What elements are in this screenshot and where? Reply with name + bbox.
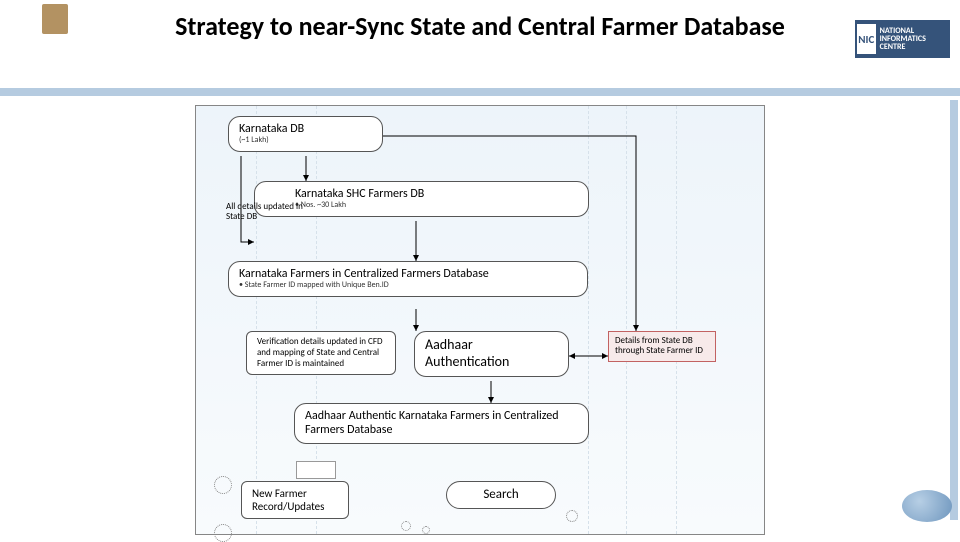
oval-accent-icon	[902, 490, 952, 522]
node-title: New Farmer Record/Updates	[252, 487, 324, 513]
node-title: Karnataka DB	[239, 122, 372, 136]
decor-spark-icon	[422, 526, 430, 534]
guide-line	[588, 106, 589, 534]
decor-spark-icon	[214, 524, 232, 542]
decor-small-rect	[296, 461, 336, 479]
emblem-icon	[42, 4, 68, 34]
node-auth-farmers: Aadhaar Authentic Karnataka Farmers in C…	[294, 403, 589, 444]
header-underline	[0, 88, 960, 96]
node-verify: Verification details updated in CFD and …	[246, 331, 396, 375]
node-title: Aadhaar Authentic Karnataka Farmers in C…	[305, 409, 559, 437]
guide-line	[626, 106, 627, 534]
nic-logo-short: NIC	[857, 24, 876, 54]
node-karnataka-db: Karnataka DB (~1 Lakh)	[228, 116, 383, 152]
gov-emblem-logo	[10, 4, 100, 64]
node-search: Search	[446, 481, 556, 509]
node-new-farmer: New Farmer Record/Updates	[241, 481, 349, 519]
node-sub: (~1 Lakh)	[239, 136, 372, 146]
side-accent-right	[950, 100, 958, 520]
node-title: Search	[483, 487, 518, 502]
node-sub: • Nos. ~30 Lakh	[265, 201, 578, 211]
guide-line	[676, 106, 677, 534]
node-central-db: Karnataka Farmers in Centralized Farmers…	[228, 261, 588, 297]
node-sub: • State Farmer ID mapped with Unique Ben…	[239, 281, 577, 291]
decor-spark-icon	[401, 521, 411, 531]
decor-spark-icon	[214, 476, 232, 494]
node-details-box: Details from State DB through State Farm…	[608, 331, 716, 362]
node-title: Karnataka SHC Farmers DB	[265, 187, 578, 201]
label-all-details: All details updated in State DB	[226, 202, 311, 223]
node-title: Karnataka Farmers in Centralized Farmers…	[239, 267, 577, 281]
nic-logo: NIC NATIONAL INFORMATICS CENTRE	[855, 20, 950, 58]
guide-line	[256, 106, 257, 534]
node-text: Details from State DB through State Farm…	[615, 335, 703, 356]
decor-spark-icon	[566, 510, 578, 522]
nic-logo-text: NATIONAL INFORMATICS CENTRE	[880, 27, 948, 51]
arrow-layer	[196, 106, 764, 534]
node-aadhaar-auth: Aadhaar Authentication	[414, 331, 569, 377]
header: Strategy to near-Sync State and Central …	[0, 0, 960, 95]
node-title: Aadhaar Authentication	[425, 337, 558, 371]
page-title: Strategy to near-Sync State and Central …	[140, 12, 820, 42]
node-text: Verification details updated in CFD and …	[257, 336, 383, 369]
diagram-canvas: Karnataka DB (~1 Lakh) Karnataka SHC Far…	[195, 105, 765, 535]
